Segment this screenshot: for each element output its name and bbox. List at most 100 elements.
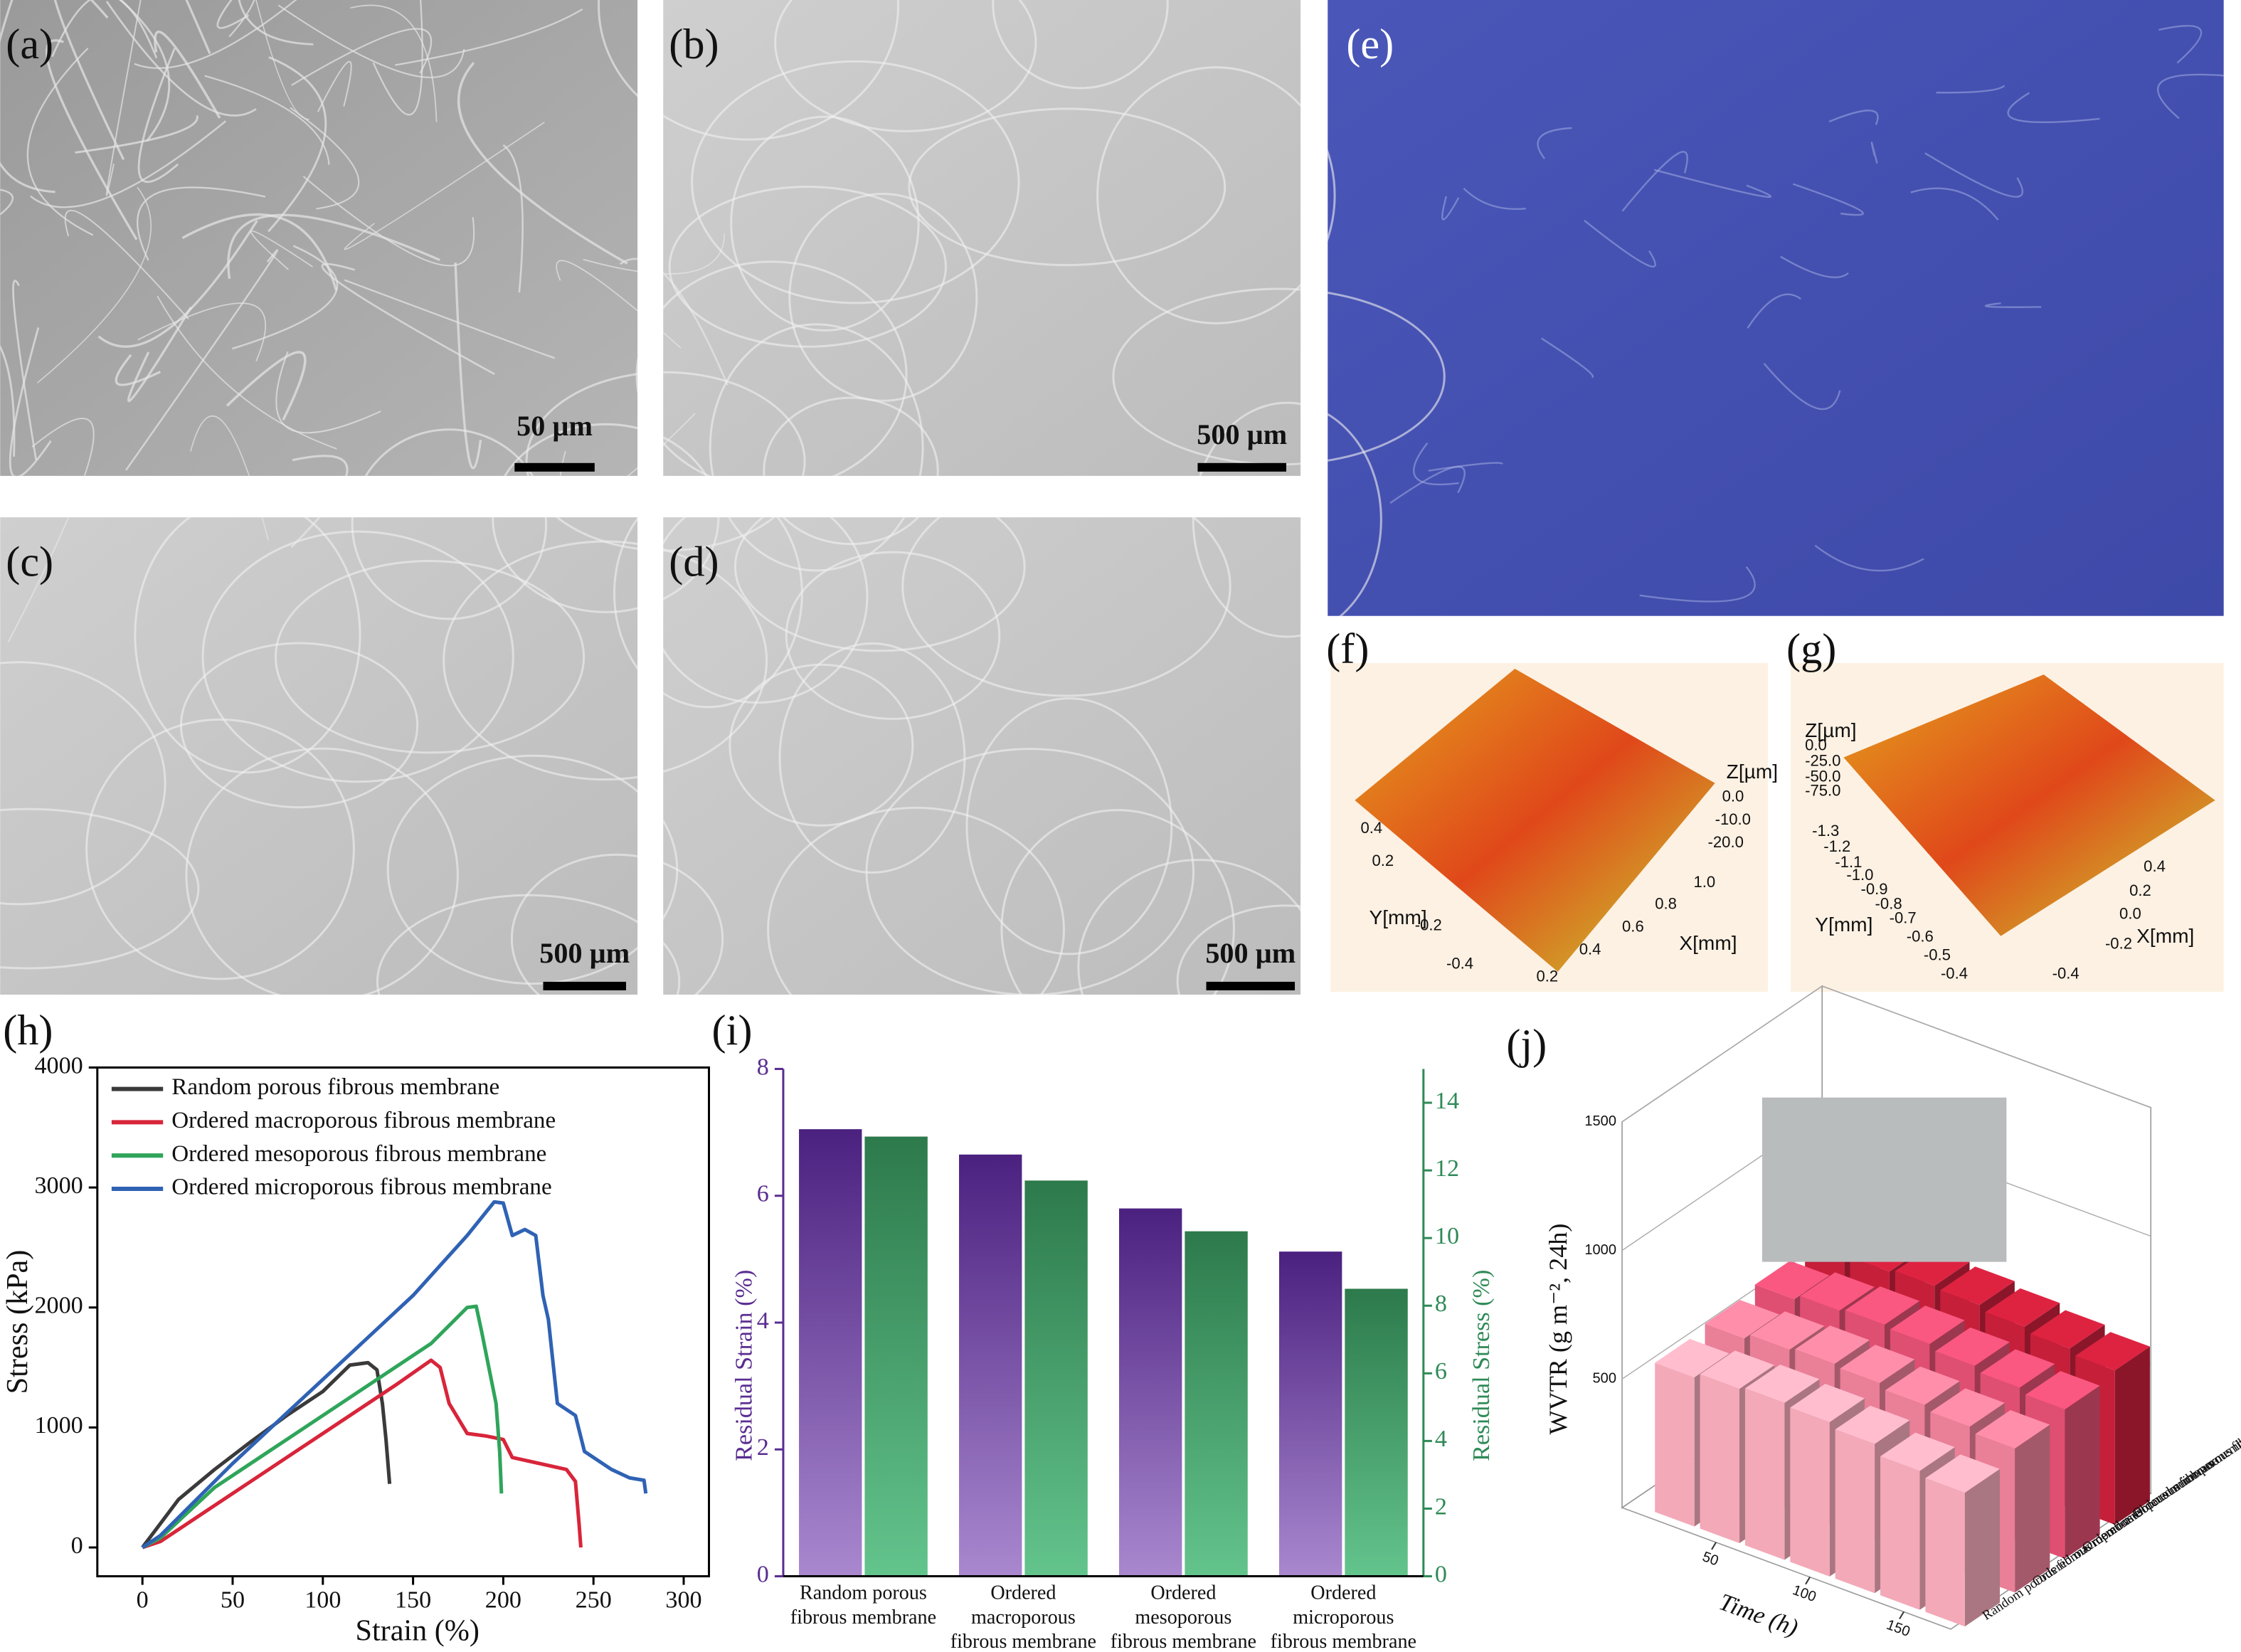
scale-bar-label: 500 µm bbox=[1205, 937, 1296, 969]
x-axis-label: Time (h) bbox=[1716, 1589, 1801, 1641]
fiber-ring bbox=[0, 661, 166, 906]
fiber bbox=[277, 4, 465, 78]
surface-axis-label: -0.8 bbox=[1875, 894, 1902, 912]
bar bbox=[1118, 1208, 1182, 1577]
bar-top bbox=[1705, 1300, 1780, 1338]
bar-top bbox=[1655, 1339, 1729, 1377]
scale-bar-label: 500 µm bbox=[539, 937, 630, 969]
x-tick-label: Random porous fibrous membrane bbox=[790, 1582, 936, 1629]
fiber-ring bbox=[691, 60, 1020, 305]
fiber bbox=[2, 0, 171, 142]
fiber bbox=[137, 48, 179, 184]
panel-label: (e) bbox=[1346, 21, 1394, 68]
bar-front bbox=[1700, 1374, 1740, 1544]
surface-axis-label: -20.0 bbox=[1708, 833, 1744, 851]
y-tick-label: 0 bbox=[71, 1532, 83, 1559]
z-tick-label: 1500 bbox=[1584, 1113, 1616, 1129]
x-tick-label-line: Random porous bbox=[800, 1582, 927, 1604]
surface-axis-label: 1.0 bbox=[1693, 873, 1715, 891]
fiber bbox=[267, 56, 327, 233]
x-tick-label: 0 bbox=[137, 1587, 149, 1614]
bar-front bbox=[1835, 1429, 1875, 1594]
bar-top bbox=[1800, 1272, 1875, 1311]
bar-top bbox=[1940, 1266, 2015, 1306]
fiber-ring bbox=[709, 323, 924, 572]
scale-bar bbox=[543, 981, 627, 990]
scale-bar bbox=[514, 462, 595, 472]
fiber bbox=[115, 354, 161, 386]
bar-top bbox=[1975, 1410, 2050, 1449]
fiber bbox=[1428, 462, 1503, 472]
fiber bbox=[181, 213, 338, 291]
optical-image bbox=[1328, 0, 2224, 616]
y-tick-label: 3000 bbox=[34, 1172, 83, 1199]
fiber bbox=[344, 122, 545, 250]
y2-axis-label: Residual Stress (%) bbox=[1468, 1270, 1495, 1461]
fiber-ring bbox=[85, 718, 355, 980]
x-tick-label-line: fibrous membrane bbox=[1271, 1631, 1416, 1652]
fiber bbox=[2158, 25, 2203, 64]
z-axis-label: WVTR (g m⁻², 24h) bbox=[1544, 1224, 1572, 1435]
bar-top bbox=[1880, 1432, 1955, 1471]
y2-tick-label: 14 bbox=[1435, 1088, 1459, 1114]
x-tick-label-line: fibrous membrane bbox=[790, 1606, 936, 1629]
legend-label: Ordered macroporous fibrous membrane bbox=[171, 1107, 556, 1133]
fiber-ring bbox=[185, 747, 459, 995]
fiber bbox=[235, 0, 314, 46]
x-tick-label-line: Ordered bbox=[1150, 1582, 1216, 1604]
y-tick-label: 6 bbox=[757, 1181, 769, 1207]
x-tick-label: 300 bbox=[665, 1587, 701, 1614]
x-tick-label-line: macroporous bbox=[971, 1606, 1076, 1629]
fiber-ring bbox=[351, 428, 548, 620]
scale-bar-label: 500 µm bbox=[1197, 418, 1287, 450]
bar-top bbox=[1845, 1286, 1920, 1325]
panel-label: (d) bbox=[669, 538, 719, 586]
bar bbox=[1345, 1288, 1408, 1577]
bar-side bbox=[2065, 1385, 2100, 1559]
fiber bbox=[1828, 110, 1879, 125]
fiber-ring bbox=[908, 107, 1227, 267]
panel-label: (g) bbox=[1786, 625, 1836, 673]
fiber-ring bbox=[0, 808, 200, 970]
fiber bbox=[1537, 127, 1572, 159]
surface-axis-label: 0.0 bbox=[1722, 788, 1744, 805]
fiber bbox=[105, 0, 144, 196]
surface-axis-label: X[mm] bbox=[1679, 932, 1737, 954]
fiber bbox=[372, 0, 423, 116]
bar-top bbox=[1835, 1405, 1910, 1444]
scale-bar-label: 50 µm bbox=[516, 410, 593, 442]
x-tick-label: 250 bbox=[576, 1587, 612, 1614]
z-tick-label: 1000 bbox=[1584, 1242, 1616, 1258]
bar-top bbox=[1930, 1388, 2005, 1427]
fiber bbox=[1584, 219, 1656, 268]
fiber-ring bbox=[965, 697, 1173, 955]
y2-tick-label: 10 bbox=[1435, 1223, 1459, 1249]
scale-bar bbox=[1206, 981, 1296, 990]
line-series bbox=[141, 1200, 648, 1550]
y2-tick-label: 4 bbox=[1435, 1426, 1447, 1452]
surface-axis-label: -0.2 bbox=[2105, 935, 2132, 953]
fiber bbox=[344, 279, 556, 359]
surface-axis-label: Z[µm] bbox=[1727, 761, 1778, 783]
fiber bbox=[619, 258, 729, 386]
fiber-ring bbox=[376, 894, 681, 995]
fiber-ring bbox=[1192, 401, 1382, 638]
x-tick-label-line: Ordered bbox=[990, 1582, 1056, 1604]
fiber bbox=[157, 295, 337, 450]
y-tick-label: 1000 bbox=[34, 1412, 83, 1439]
fiber-ring bbox=[201, 530, 514, 783]
surface-axis-label: X[mm] bbox=[2136, 925, 2194, 947]
x-tick-label: 100 bbox=[1791, 1582, 1818, 1605]
surface-axis-label: 0.4 bbox=[1579, 941, 1601, 958]
x-tick bbox=[1711, 1542, 1717, 1550]
fiber bbox=[226, 351, 307, 421]
fiber bbox=[134, 0, 334, 69]
z-tick-label: 500 bbox=[1593, 1371, 1617, 1387]
fiber-ring bbox=[443, 540, 768, 781]
fiber bbox=[0, 319, 16, 457]
fiber bbox=[1541, 337, 1594, 378]
x-tick-label: 100 bbox=[304, 1587, 341, 1614]
bar-top bbox=[1749, 1311, 1825, 1350]
bar-front bbox=[1880, 1456, 1920, 1610]
surface-axis-label: 0.4 bbox=[1360, 819, 1382, 837]
